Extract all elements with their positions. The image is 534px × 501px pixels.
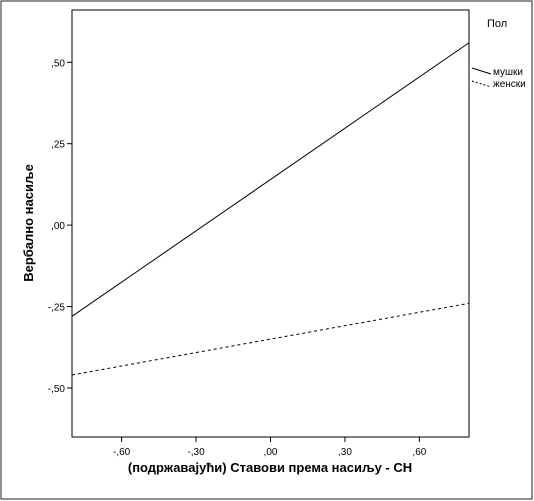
x-tick-label: ,30 (338, 447, 352, 458)
y-tick-label: ,25 (51, 140, 65, 151)
x-tick-label: ,60 (412, 447, 426, 458)
x-tick-label: -,30 (187, 447, 205, 458)
x-axis: -,60 -,30 ,00 ,30 ,60 (113, 437, 427, 458)
legend-swatch-male (471, 67, 492, 75)
series-group (71, 42, 470, 376)
x-tick-label: -,60 (113, 447, 131, 458)
legend: Пол мушки женски (471, 18, 526, 90)
y-tick-label: ,50 (51, 58, 65, 69)
x-tick-label: ,00 (264, 447, 278, 458)
y-axis-label: Вербално насиље (21, 164, 36, 282)
y-tick-label: ,00 (51, 221, 65, 232)
legend-title: Пол (487, 18, 507, 30)
series-line-male (71, 42, 470, 317)
legend-label-female: женски (493, 79, 526, 90)
y-axis: ,50 ,25 ,00 -,25 -,50 (48, 58, 72, 395)
x-axis-label: (подржавајући) Ставови према насиљу - СН (128, 460, 412, 475)
legend-swatch-female (471, 80, 492, 88)
legend-label-male: мушки (493, 67, 523, 78)
y-tick-label: -,25 (48, 303, 66, 314)
series-line-female (71, 302, 470, 376)
y-tick-label: -,50 (48, 384, 66, 395)
plot-area (71, 9, 470, 438)
